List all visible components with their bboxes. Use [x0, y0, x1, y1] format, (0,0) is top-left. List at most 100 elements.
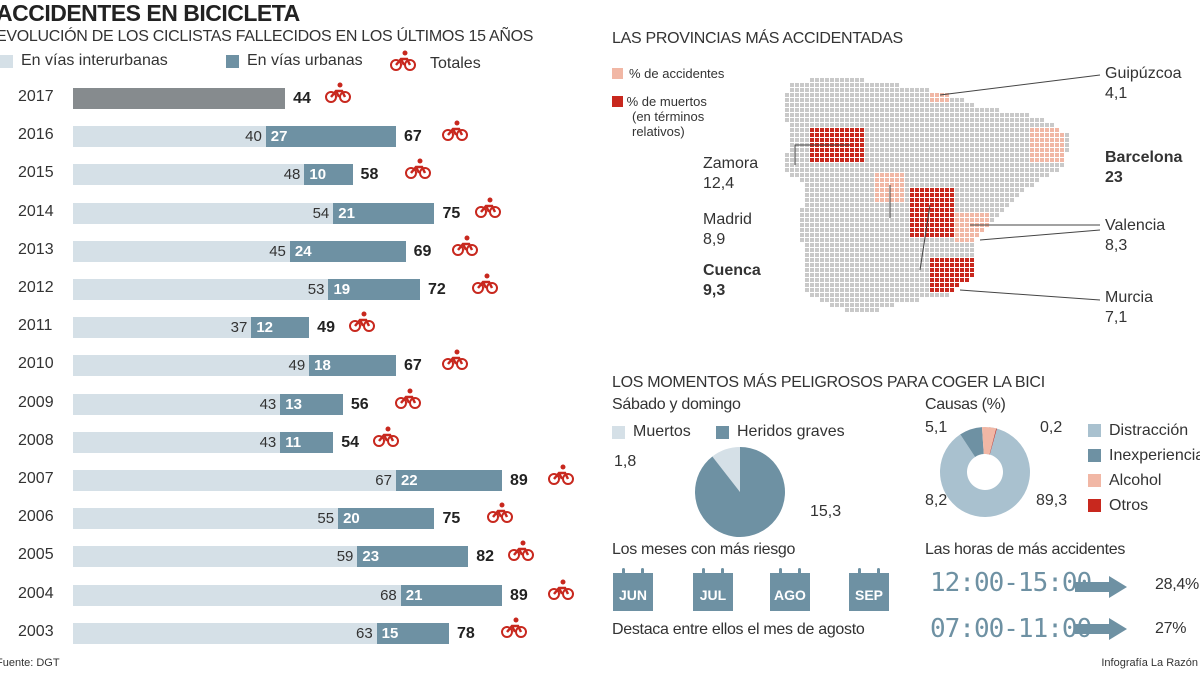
map-cell [1020, 158, 1024, 162]
map-cell [895, 93, 899, 97]
map-cell [925, 98, 929, 102]
map-cell [920, 188, 924, 192]
map-cell [815, 218, 819, 222]
map-cell [1000, 128, 1004, 132]
map-cell [1045, 128, 1049, 132]
legend-label: Heridos graves [737, 423, 845, 440]
map-cell [895, 98, 899, 102]
map-cell [955, 178, 959, 182]
map-cell [865, 283, 869, 287]
map-cell [850, 163, 854, 167]
map-cell [895, 118, 899, 122]
map-cell [850, 263, 854, 267]
map-cell [1020, 148, 1024, 152]
map-cell [915, 138, 919, 142]
map-cell [1025, 163, 1029, 167]
map-cell [815, 123, 819, 127]
map-cell [815, 243, 819, 247]
map-cell [1060, 158, 1064, 162]
map-cell [825, 123, 829, 127]
map-cell [895, 153, 899, 157]
bicycle-icon [508, 540, 535, 567]
map-cell [805, 108, 809, 112]
map-cell [910, 298, 914, 302]
map-cell [785, 118, 789, 122]
map-cell [930, 268, 934, 272]
map-cell [850, 213, 854, 217]
map-cell [865, 248, 869, 252]
map-cell [920, 238, 924, 242]
map-cell [890, 283, 894, 287]
map-cell [1010, 193, 1014, 197]
map-cell [870, 153, 874, 157]
map-cell [925, 198, 929, 202]
map-cell [950, 278, 954, 282]
map-cell [945, 168, 949, 172]
map-cell [1020, 138, 1024, 142]
map-cell [865, 268, 869, 272]
map-cell [970, 193, 974, 197]
map-cell [985, 218, 989, 222]
bar-chart-title: EVOLUCIÓN DE LOS CICLISTAS FALLECIDOS EN… [0, 28, 534, 45]
map-cell [980, 138, 984, 142]
year-label: 2017 [18, 88, 54, 105]
map-cell [855, 173, 859, 177]
map-cell [1030, 183, 1034, 187]
map-cell [995, 193, 999, 197]
map-cell [905, 163, 909, 167]
map-cell [1035, 143, 1039, 147]
value-interurban: 59 [336, 548, 354, 566]
map-cell [925, 263, 929, 267]
map-cell [830, 168, 834, 172]
map-cell [905, 188, 909, 192]
map-cell [990, 128, 994, 132]
map-cell [875, 228, 879, 232]
map-cell [875, 283, 879, 287]
map-cell [970, 143, 974, 147]
map-cell [840, 138, 844, 142]
map-cell [1030, 163, 1034, 167]
map-cell [920, 123, 924, 127]
hour-range-2: 07:00-11:00 [930, 614, 1092, 644]
map-cell [915, 128, 919, 132]
map-cell [805, 133, 809, 137]
map-cell [880, 118, 884, 122]
map-cell [905, 203, 909, 207]
legend-note: (en términos [632, 109, 705, 124]
map-cell [1025, 138, 1029, 142]
map-cell [935, 133, 939, 137]
map-cell [905, 223, 909, 227]
map-cell [1010, 143, 1014, 147]
bicycle-icon [474, 197, 501, 224]
map-cell [820, 258, 824, 262]
map-cell [890, 238, 894, 242]
map-cell [860, 208, 864, 212]
map-cell [940, 158, 944, 162]
map-cell [1010, 123, 1014, 127]
legend-swatch [612, 425, 625, 439]
map-cell [825, 218, 829, 222]
bicycle-icon [441, 349, 468, 376]
map-cell [850, 248, 854, 252]
map-cell [960, 178, 964, 182]
map-cell [925, 93, 929, 97]
map-cell [840, 273, 844, 277]
map-cell [860, 233, 864, 237]
map-cell [890, 138, 894, 142]
map-cell [835, 248, 839, 252]
map-cell [810, 293, 814, 297]
map-cell [1025, 183, 1029, 187]
map-cell [865, 288, 869, 292]
map-cell [915, 103, 919, 107]
map-cell [850, 228, 854, 232]
map-cell [795, 133, 799, 137]
map-cell [935, 123, 939, 127]
map-cell [860, 163, 864, 167]
map-cell [880, 288, 884, 292]
map-cell [840, 253, 844, 257]
map-cell [850, 93, 854, 97]
map-cell [985, 178, 989, 182]
map-cell [825, 188, 829, 192]
map-cell [905, 238, 909, 242]
map-cell [1055, 168, 1059, 172]
